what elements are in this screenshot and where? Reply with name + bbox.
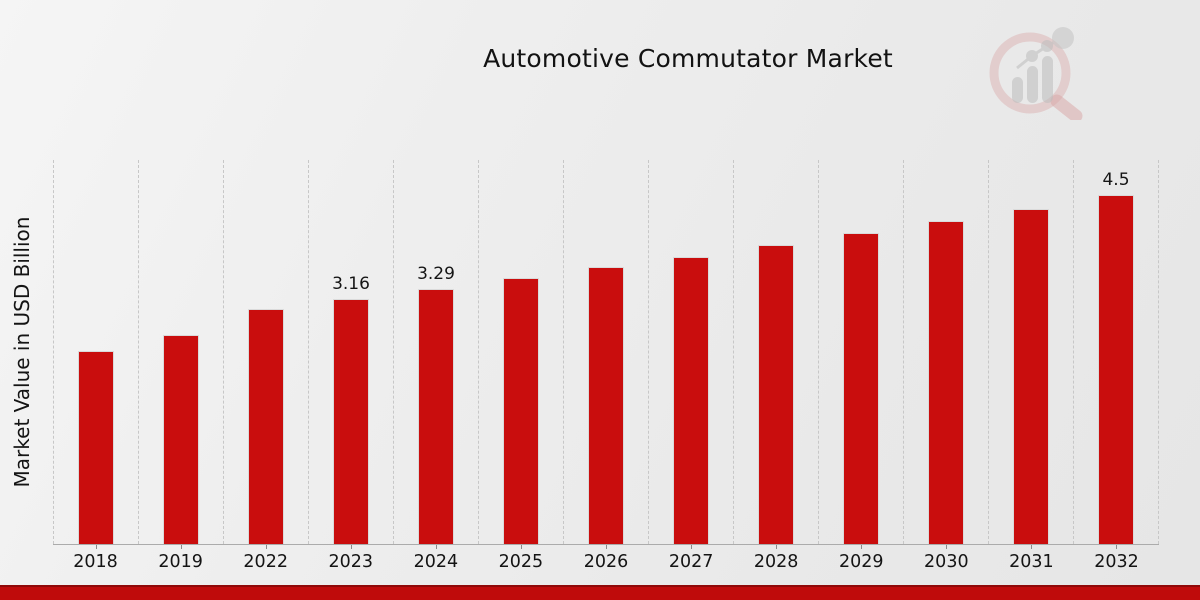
bar-group-2023: 3.16	[308, 160, 393, 549]
bar-2025	[503, 278, 539, 544]
bar-2029	[843, 233, 879, 544]
x-axis: 2018 2019 2022 2023 2024 2025 2026 2027 2028 2029…	[53, 552, 1159, 572]
bar-group-2025	[478, 160, 563, 549]
x-tick-label-2030: 2030	[924, 552, 969, 572]
plot-area: 3.16 3.29 4.5	[53, 160, 1159, 549]
x-tick-label-2027: 2027	[668, 552, 714, 572]
bar-2024	[418, 289, 454, 544]
bar-2023	[333, 299, 369, 544]
x-tick-label-2029: 2029	[838, 552, 884, 572]
x-tick-label-2024: 2024	[413, 552, 459, 572]
bar-group-2030	[903, 160, 988, 549]
brand-logo-watermark	[989, 27, 1083, 120]
bar-2026	[588, 267, 624, 544]
bar-group-2028	[733, 160, 818, 549]
bar-value-label-2032: 4.5	[1102, 170, 1130, 190]
x-tick-label-2031: 2031	[1009, 552, 1054, 572]
x-tick-label-2023: 2023	[328, 552, 374, 572]
x-tick-label-2019: 2019	[158, 552, 203, 572]
bar-2030	[928, 221, 964, 544]
bar-2022	[248, 309, 284, 544]
bar-value-label-2024: 3.29	[417, 264, 455, 284]
bar-group-2022	[223, 160, 308, 549]
bar-group-2031	[988, 160, 1073, 549]
bar-group-2024: 3.29	[393, 160, 478, 549]
bar-2018	[78, 351, 114, 544]
bar-2027	[673, 257, 709, 544]
bar-group-2027	[648, 160, 733, 549]
bar-group-2026	[563, 160, 648, 549]
bar-2019	[163, 335, 199, 544]
bottom-accent-banner	[0, 585, 1200, 600]
x-tick-label-2026: 2026	[583, 552, 629, 572]
bar-2028	[758, 245, 794, 544]
bar-2031	[1013, 209, 1049, 544]
chart-title: Automotive Commutator Market	[483, 44, 893, 73]
bar-group-2019	[138, 160, 223, 549]
bar-group-2032: 4.5	[1073, 160, 1159, 549]
bar-2032	[1098, 195, 1134, 544]
y-axis-label: Market Value in USD Billion	[10, 216, 34, 488]
bar-group-2029	[818, 160, 903, 549]
x-tick-label-2022: 2022	[243, 552, 288, 572]
x-tick-label-2028: 2028	[753, 552, 799, 572]
x-tick-label-2032: 2032	[1094, 552, 1139, 572]
x-tick-label-2025: 2025	[498, 552, 544, 572]
x-tick-label-2018: 2018	[73, 552, 118, 572]
bar-group-2018	[53, 160, 138, 549]
bar-value-label-2023: 3.16	[332, 274, 370, 294]
